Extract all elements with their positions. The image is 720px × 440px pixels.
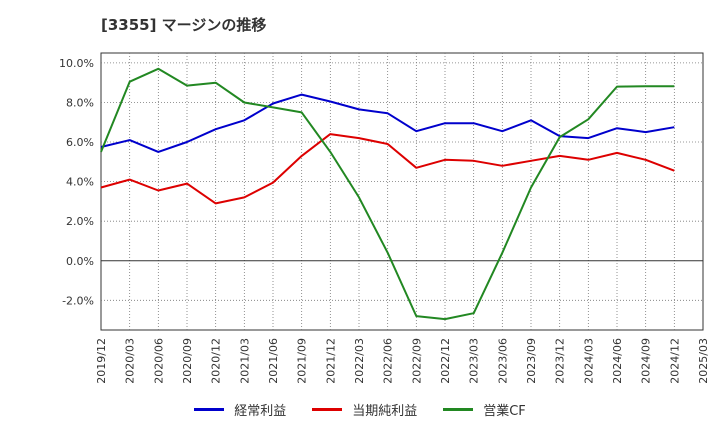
series-line-1 [100, 93, 675, 153]
x-axis-ticks: 2019/12 2020/03 2020/06 2020/09 2020/12 2021/… [95, 338, 710, 384]
x-tick-label: 2020/09 [181, 338, 194, 384]
x-tick-label: 2023/12 [554, 338, 567, 384]
x-tick-label: 2024/09 [640, 338, 653, 384]
x-tick-label: 2023/09 [525, 338, 538, 384]
x-tick-label: 2020/03 [124, 338, 137, 384]
x-tick-label: 2024/12 [668, 338, 681, 384]
x-tick-label: 2021/12 [324, 338, 337, 384]
chart-title: [3355] マージンの推移 [101, 16, 267, 34]
x-tick-label: 2022/12 [439, 338, 452, 384]
legend-label: 当期純利益 [352, 404, 418, 419]
x-tick-label: 2023/06 [496, 338, 509, 384]
x-tick-label: 2021/03 [238, 338, 251, 384]
series-line-3 [100, 67, 675, 321]
x-tick-label: 2021/09 [296, 338, 309, 384]
y-tick-label: 6.0% [66, 136, 94, 149]
series-line-2 [100, 133, 675, 205]
margin-line-chart: -2.0%0.0%2.0%4.0%6.0%8.0%10.0% 2019/12 20… [59, 52, 710, 384]
x-tick-label: 2025/03 [697, 338, 710, 384]
x-tick-label: 2023/03 [468, 338, 481, 384]
y-tick-label: 4.0% [66, 176, 94, 189]
legend-swatch [312, 408, 343, 411]
x-tick-label: 2024/06 [611, 338, 624, 384]
y-tick-label: 2.0% [66, 215, 94, 228]
plot-area [100, 52, 704, 331]
x-tick-label: 2019/12 [95, 338, 108, 384]
y-tick-label: 10.0% [59, 57, 94, 70]
legend-swatch [443, 408, 474, 411]
legend-label: 営業CF [483, 404, 526, 419]
legend-item-2: 当期純利益 [312, 400, 417, 419]
y-tick-label: 8.0% [66, 96, 94, 109]
x-tick-label: 2024/03 [582, 338, 595, 384]
y-axis-ticks: -2.0% 0.0% 2.0% 4.0% 6.0% 8.0% 10.0% [59, 57, 94, 307]
series-lines [100, 67, 675, 321]
x-tick-label: 2022/03 [353, 338, 366, 384]
x-tick-label: 2022/09 [410, 338, 423, 384]
legend-swatch [194, 408, 225, 411]
y-tick-label: 0.0% [66, 255, 94, 268]
y-tick-label: -2.0% [62, 294, 94, 307]
legend-label: 経常利益 [234, 404, 287, 419]
legend-item-3: 営業CF [443, 400, 526, 419]
x-tick-label: 2021/06 [267, 338, 280, 384]
legend: 経常利益 当期純利益 営業CF [0, 400, 720, 419]
legend-item-1: 経常利益 [194, 400, 286, 419]
x-tick-label: 2020/06 [152, 338, 165, 384]
x-tick-label: 2020/12 [210, 338, 223, 384]
x-tick-label: 2022/06 [382, 338, 395, 384]
